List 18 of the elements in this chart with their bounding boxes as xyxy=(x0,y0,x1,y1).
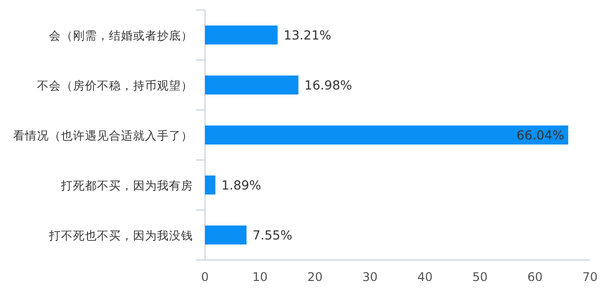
data-label: 7.55% xyxy=(252,228,292,242)
data-label: 13.21% xyxy=(284,28,332,42)
data-label: 66.04% xyxy=(516,128,564,142)
x-tick-label: 50 xyxy=(472,270,488,284)
x-tick-label: 0 xyxy=(201,270,209,284)
x-tick-label: 60 xyxy=(527,270,543,284)
y-tick-label: 看情况（也许遇见合适就入手了） xyxy=(13,128,193,142)
x-tick-label: 40 xyxy=(417,270,433,284)
x-tick-label: 20 xyxy=(307,270,323,284)
x-tick-label: 30 xyxy=(362,270,378,284)
data-label: 16.98% xyxy=(304,78,352,92)
y-tick-label: 不会（房价不稳，持币观望） xyxy=(37,78,193,92)
x-tick-label: 70 xyxy=(582,270,598,284)
data-label: 1.89% xyxy=(221,178,262,192)
y-tick-label: 打不死也不买，因为我没钱 xyxy=(48,228,193,242)
y-tick-label: 会（刚需，结婚或者抄底） xyxy=(49,28,193,42)
x-tick-label: 10 xyxy=(252,270,268,284)
y-tick-label: 打死都不买，因为我有房 xyxy=(60,178,193,192)
